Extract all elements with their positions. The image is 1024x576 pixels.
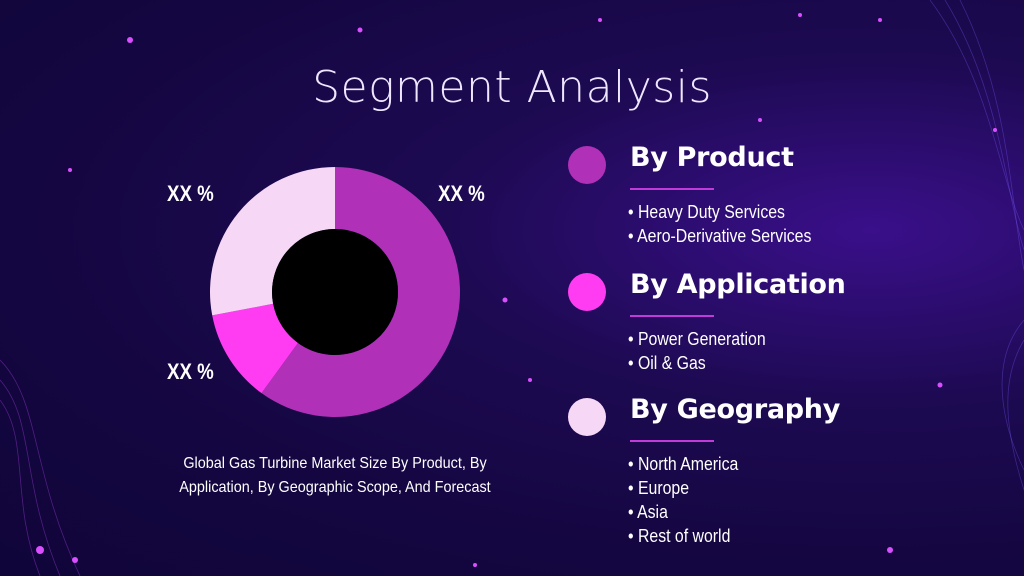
segment-heading: By Product — [630, 142, 794, 173]
heading-underline — [630, 188, 714, 190]
list-item: Rest of world — [628, 524, 738, 548]
heading-underline — [630, 440, 714, 442]
list-item: Oil & Gas — [628, 351, 766, 375]
list-item: Heavy Duty Services — [628, 200, 811, 224]
data-label-2: XX % — [167, 359, 214, 384]
page-title: Segment Analysis — [312, 62, 712, 113]
list-item: Aero-Derivative Services — [628, 224, 811, 248]
list-item: Asia — [628, 500, 738, 524]
geography-bullet-icon — [568, 398, 606, 436]
list-item: Europe — [628, 476, 738, 500]
list-item: Power Generation — [628, 327, 766, 351]
chart-caption: Global Gas Turbine Market Size By Produc… — [179, 455, 491, 496]
donut-chart — [210, 167, 461, 417]
data-label-3: XX % — [167, 181, 214, 206]
product-bullet-icon — [568, 146, 606, 184]
donut-slice-3 — [210, 167, 335, 316]
donut-slice-2 — [212, 303, 298, 394]
donut-hole — [272, 229, 398, 355]
data-label-1: XX % — [438, 181, 485, 206]
donut-slice-1 — [261, 167, 461, 417]
segment-heading: By Geography — [630, 394, 841, 425]
segment-heading: By Application — [630, 269, 846, 300]
application-bullet-icon — [568, 273, 606, 311]
list-item: North America — [628, 452, 738, 476]
heading-underline — [630, 315, 714, 317]
